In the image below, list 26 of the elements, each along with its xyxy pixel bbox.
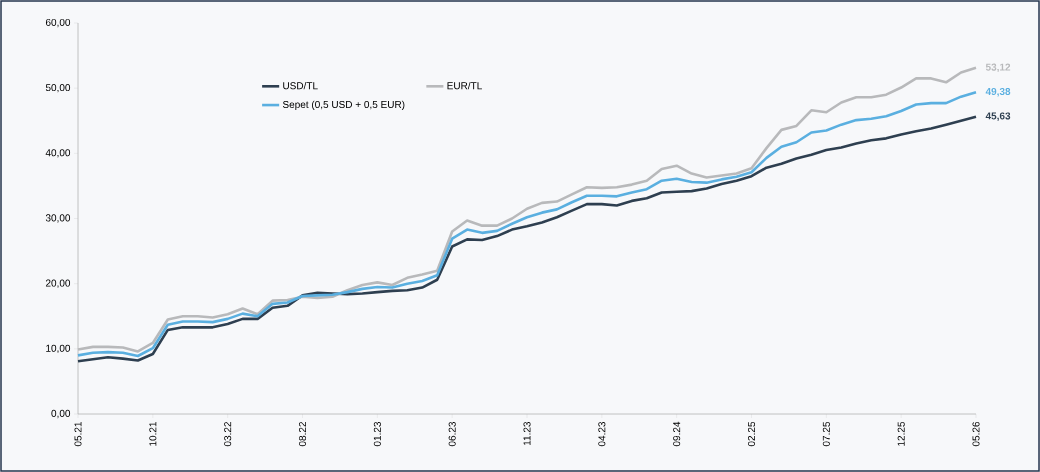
y-tick-label: 40,00 — [45, 149, 71, 158]
data-label: 49,38 — [985, 87, 1011, 97]
x-tick-label: 04.23 — [598, 421, 606, 447]
y-tick-label: 30,00 — [45, 214, 71, 223]
x-tick-label: 02.25 — [747, 421, 756, 447]
x-tick-label: 06.23 — [448, 421, 456, 447]
x-tick-label: 03.22 — [224, 422, 232, 447]
x-tick-label: 09.24 — [673, 421, 681, 447]
y-tick-label: 60,00 — [45, 18, 71, 28]
x-tick-label: 05.21 — [74, 422, 82, 447]
x-tick-label: 10.21 — [149, 422, 157, 446]
y-tick-label: 10,00 — [46, 344, 71, 353]
legend-label: Sepet (0,5 USD + 0,5 EUR) — [282, 100, 405, 110]
x-tick-label: 05.26 — [972, 421, 980, 447]
legend-label: EUR/TL — [447, 81, 482, 90]
x-tick-label: 12.25 — [897, 421, 905, 446]
y-tick-label: 0,00 — [51, 409, 71, 419]
data-label: 45,63 — [985, 112, 1011, 121]
legend-label: USD/TL — [283, 81, 318, 90]
y-tick-label: 50,00 — [45, 84, 71, 93]
x-tick-label: 01.23 — [373, 421, 381, 447]
data-label: 53,12 — [985, 63, 1011, 73]
y-tick-label: 20,00 — [45, 279, 71, 288]
x-tick-label: 07.25 — [822, 421, 830, 447]
x-tick-label: 11.23 — [523, 421, 531, 446]
x-tick-label: 08.22 — [298, 422, 307, 447]
